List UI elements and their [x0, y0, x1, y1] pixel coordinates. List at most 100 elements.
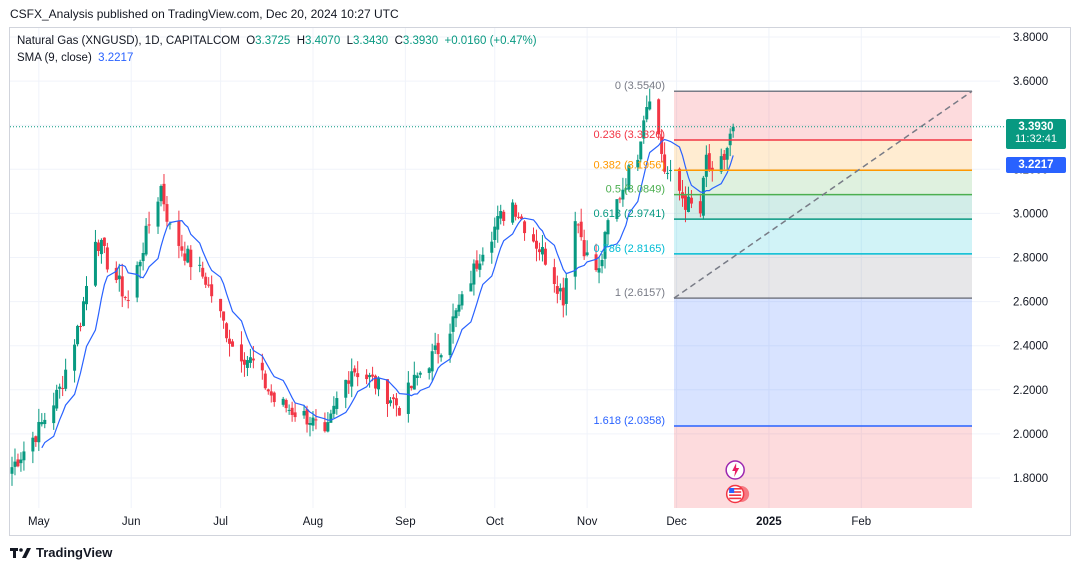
candle-body: [502, 211, 506, 221]
candle-body: [701, 177, 705, 216]
candle-body: [61, 387, 65, 389]
candle-body: [642, 120, 646, 139]
candle-body: [540, 247, 544, 255]
candle-body: [412, 374, 416, 390]
candle-body: [639, 141, 643, 160]
fib-zone: [674, 194, 972, 220]
time-tick-label: May: [28, 516, 50, 528]
fib-zone: [674, 298, 972, 427]
us-flag-event-icon: [725, 484, 750, 504]
candle-body: [457, 304, 461, 312]
candle-body: [55, 389, 59, 409]
fib-level-label: 0.236 (3.3326): [593, 129, 665, 141]
candle-body: [329, 413, 333, 423]
tradingview-logo-icon: [10, 547, 31, 558]
candle-body: [657, 99, 661, 135]
candle-body: [585, 252, 589, 256]
time-tick-label: Nov: [577, 516, 598, 528]
candle-body: [16, 459, 20, 467]
candle-body: [43, 419, 47, 425]
candle-body: [385, 379, 389, 404]
fib-zone-extension: [674, 426, 972, 508]
fib-level-label: 1 (2.6157): [615, 287, 665, 299]
fib-level-label: 0.5 (3.0849): [606, 184, 665, 196]
candle-body: [144, 225, 148, 255]
flag-canton: [729, 488, 735, 493]
candle-body: [439, 355, 443, 358]
candle-body: [669, 170, 673, 172]
fibonacci-zones: [674, 91, 972, 508]
candle-body: [603, 232, 607, 259]
candle-body: [704, 154, 708, 177]
candle-body: [251, 358, 255, 361]
sma-label[interactable]: SMA (9, close): [17, 52, 92, 64]
candle-body: [123, 297, 127, 299]
candle-body: [481, 254, 485, 262]
sma-badge-value: 3.2217: [1018, 159, 1054, 171]
candle-body: [558, 288, 562, 292]
chart-frame: [9, 27, 1071, 536]
candle-body: [597, 268, 601, 273]
fib-trend-line: [673, 90, 973, 299]
price-tick-label: 2.2000: [1013, 385, 1048, 397]
candle-body: [514, 204, 518, 217]
candle-body: [678, 168, 682, 191]
candle-body: [725, 148, 729, 160]
candle-body: [520, 216, 524, 220]
lightning-icon-bolt: [732, 463, 740, 477]
price-tick-label: 3.0000: [1013, 208, 1048, 220]
price-tick-label: 2.8000: [1013, 253, 1048, 265]
candle-body: [266, 389, 270, 392]
candle-body: [207, 284, 211, 286]
candle-body: [356, 373, 360, 378]
candle-body: [621, 189, 625, 200]
candle-body: [347, 380, 351, 384]
candle-body: [660, 136, 664, 154]
candle-body: [460, 294, 464, 306]
candle-body: [475, 260, 479, 269]
candle-body: [397, 407, 401, 416]
candle-body: [564, 278, 568, 304]
fib-zone: [674, 253, 972, 299]
candle-body: [162, 183, 166, 205]
candle-body: [314, 419, 318, 421]
candle-body: [600, 259, 604, 267]
fib-zone: [674, 219, 972, 254]
candle-body: [350, 371, 354, 387]
candle-body: [523, 221, 527, 234]
candle-body: [636, 159, 640, 168]
candle-body: [165, 204, 169, 222]
high-label: H: [296, 35, 306, 47]
candle-body: [472, 263, 476, 285]
footer-brand[interactable]: TradingView: [10, 545, 112, 560]
candle-body: [394, 398, 398, 406]
price-tick-label: 2.4000: [1013, 341, 1048, 353]
candle-body: [627, 165, 631, 190]
candle-body: [263, 373, 267, 389]
candle-body: [433, 345, 437, 350]
last-price-value: 3.3930: [1018, 121, 1054, 133]
candle-body: [186, 248, 190, 263]
candle-body: [645, 107, 649, 120]
candle-body: [64, 369, 68, 389]
candle-body: [120, 276, 124, 297]
candle-body: [126, 299, 130, 301]
time-tick-label: Dec: [666, 516, 687, 528]
time-tick-label: Aug: [303, 516, 323, 528]
candle-body: [418, 372, 422, 375]
publisher-caption: CSFX_Analysis published on TradingView.c…: [10, 7, 399, 21]
candle-body: [371, 374, 375, 377]
candle-body: [454, 310, 458, 319]
candle-body: [19, 459, 23, 464]
time-tick-label: Oct: [486, 516, 505, 528]
candle-body: [34, 436, 38, 443]
time-axis: May Jun Jul Aug Sep Oct Nov Dec 2025 Feb: [28, 516, 871, 528]
candle-body: [719, 156, 723, 172]
candle-body: [225, 323, 229, 339]
candle-body: [377, 377, 381, 390]
candle-body: [58, 386, 62, 389]
price-tick-label: 1.8000: [1013, 473, 1048, 485]
candle-body: [31, 437, 35, 452]
symbol-title[interactable]: Natural Gas (XNGUSD), 1D, CAPITALCOM: [17, 35, 240, 47]
